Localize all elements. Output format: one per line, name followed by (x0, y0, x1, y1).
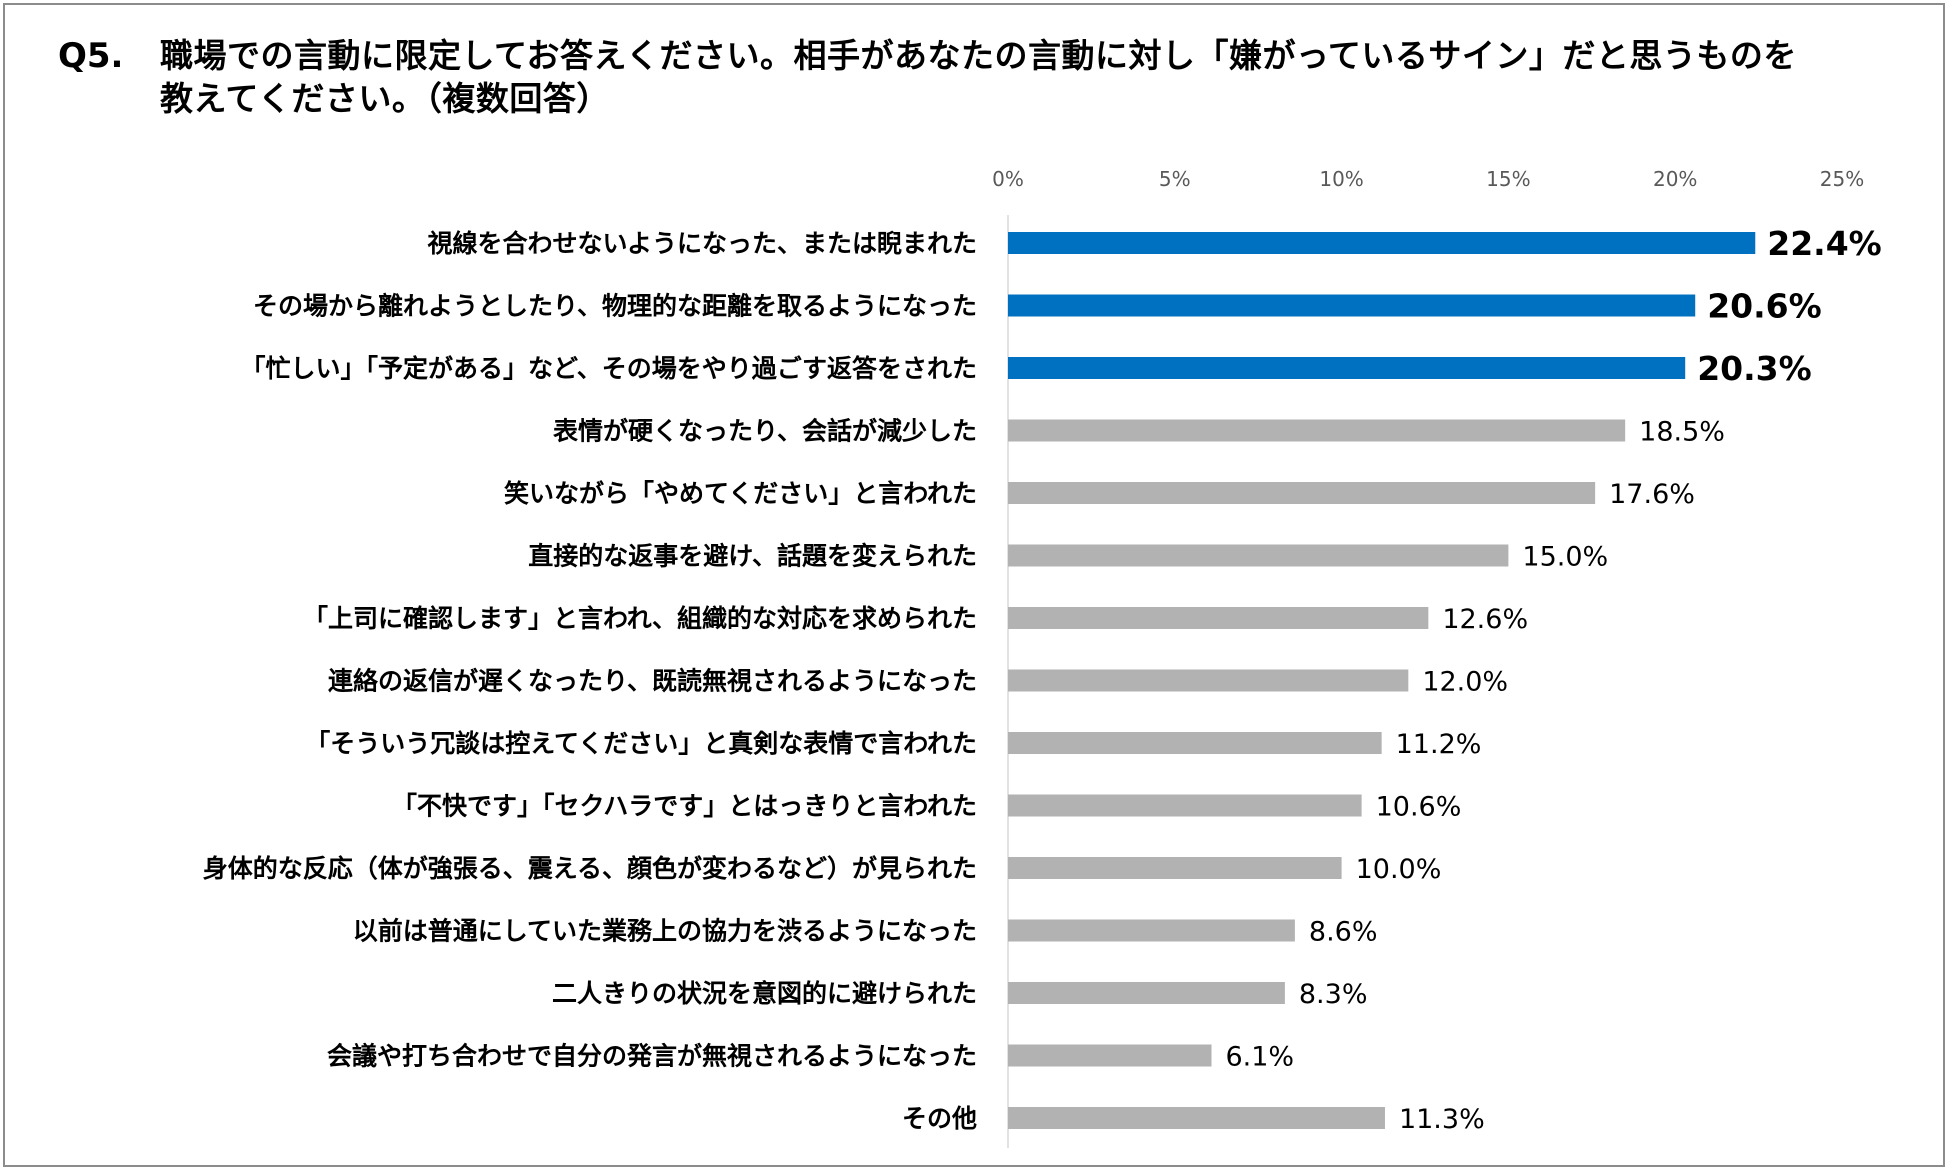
category-label: その場から離れようとしたり、物理的な距離を取るようになった (253, 292, 977, 321)
data-label: 11.3% (1399, 1104, 1485, 1135)
bar (1008, 1044, 1212, 1067)
bar (1008, 607, 1429, 629)
x-tick-label: 0% (992, 167, 1024, 191)
bar (1008, 669, 1409, 692)
category-label: 身体的な反応（体が強張る、震える、顔色が変わるなど）が見られた (203, 854, 977, 883)
bar (1008, 919, 1295, 942)
data-label: 12.6% (1442, 604, 1528, 635)
category-label: 「不快です」「セクハラです」とはっきりと言われた (392, 792, 977, 821)
data-label: 20.3% (1697, 349, 1812, 388)
data-label: 15.0% (1522, 542, 1608, 573)
category-label: 視線を合わせないようになった、または睨まれた (427, 229, 977, 258)
data-label: 12.0% (1422, 667, 1508, 698)
bar (1008, 857, 1342, 879)
x-tick-label: 5% (1159, 167, 1191, 191)
data-label: 22.4% (1767, 224, 1882, 263)
category-label: 「忙しい」「予定がある」など、その場をやり過ごす返答をされた (240, 354, 977, 383)
category-label: 笑いながら「やめてください」と言われた (504, 479, 977, 508)
data-label: 8.3% (1299, 979, 1368, 1010)
data-label: 11.2% (1396, 729, 1482, 760)
bar (1008, 294, 1696, 317)
bar (1008, 732, 1382, 754)
bar (1008, 419, 1626, 442)
x-tick-label: 10% (1319, 167, 1363, 191)
data-label: 10.6% (1376, 792, 1462, 823)
data-label: 8.6% (1309, 917, 1378, 948)
bar (1008, 544, 1509, 567)
category-label: その他 (902, 1104, 977, 1133)
data-label: 20.6% (1707, 287, 1822, 326)
x-tick-label: 20% (1653, 167, 1697, 191)
category-label: 連絡の返信が遅くなったり、既読無視されるようになった (328, 667, 977, 696)
category-label: 「上司に確認します」と言われ、組織的な対応を求められた (303, 604, 977, 633)
category-label: 「そういう冗談は控えてください」と真剣な表情で言われた (305, 729, 977, 758)
bar (1008, 982, 1285, 1004)
x-tick-label: 15% (1486, 167, 1530, 191)
bar (1008, 482, 1596, 504)
category-label: 直接的な返事を避け、話題を変えられた (528, 542, 977, 571)
category-label: 以前は普通にしていた業務上の協力を渋るようになった (353, 917, 977, 946)
data-label: 6.1% (1225, 1042, 1294, 1073)
x-tick-label: 25% (1820, 167, 1864, 191)
bar (1008, 357, 1686, 379)
bar (1008, 794, 1362, 817)
data-label: 17.6% (1609, 479, 1695, 510)
bar (1008, 1107, 1385, 1129)
category-label: 二人きりの状況を意図的に避けられた (552, 979, 977, 1008)
chart-frame (3, 3, 1945, 1167)
question-text: 職場での言動に限定してお答えください。相手があなたの言動に対し「嫌がっているサイ… (160, 36, 1797, 118)
bar (1008, 232, 1756, 254)
category-label: 表情が硬くなったり、会話が減少した (553, 417, 977, 446)
data-label: 18.5% (1639, 417, 1725, 448)
data-label: 10.0% (1356, 854, 1442, 885)
question-number: Q5. (58, 36, 124, 76)
category-label: 会議や打ち合わせで自分の発言が無視されるようになった (327, 1042, 977, 1071)
